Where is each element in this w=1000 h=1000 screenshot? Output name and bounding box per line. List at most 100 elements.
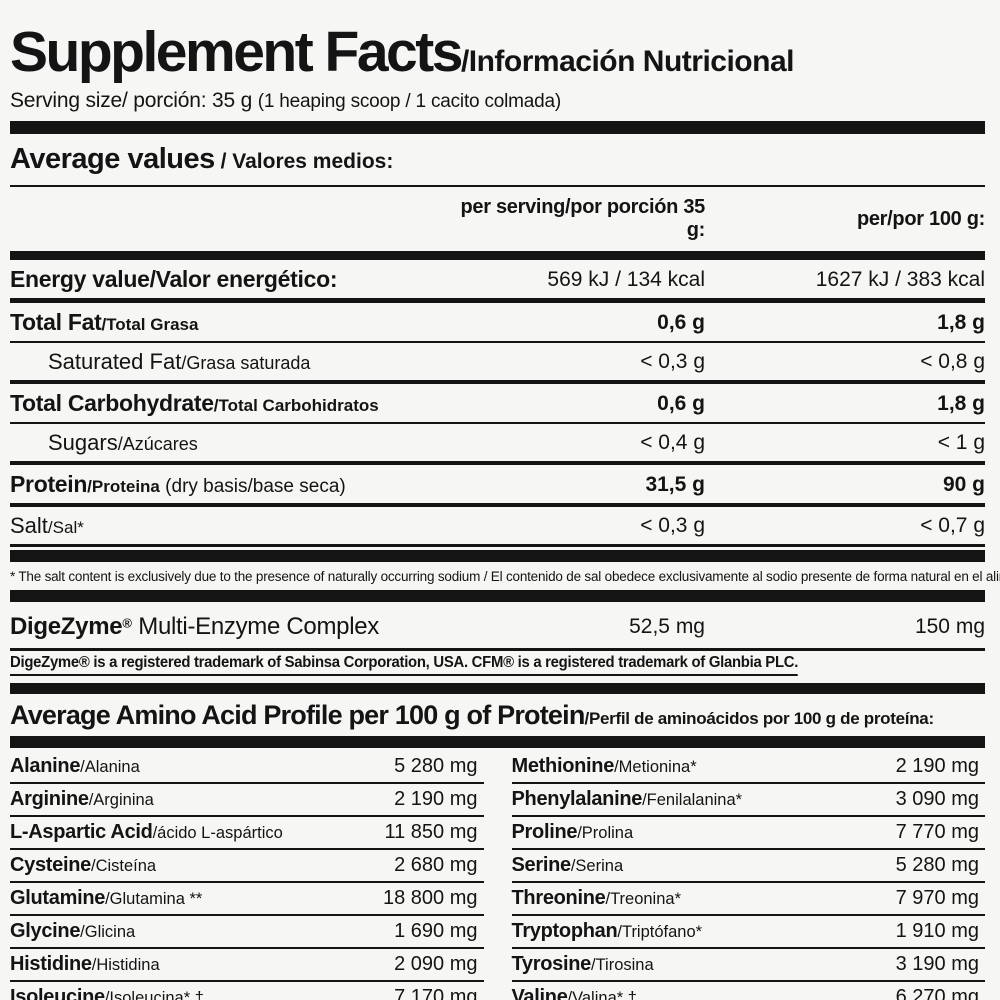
amino-name-es: /Cisteína xyxy=(90,857,157,875)
section-divider-bar xyxy=(10,251,985,260)
average-values-separator: / xyxy=(214,150,233,173)
salt-footnote: * The salt content is exclusively due to… xyxy=(10,569,1000,584)
amino-value: 18 800 mg xyxy=(382,887,478,909)
amino-name-es: /Serina xyxy=(570,857,624,875)
amino-name-es: /Tirosina xyxy=(590,956,654,974)
table-row-digezyme: DigeZyme® Multi-Enzyme Complex 52,5 mg 1… xyxy=(10,605,985,651)
registered-trademark-symbol: ® xyxy=(122,615,132,631)
digezyme-complex-label: Multi-Enzyme Complex xyxy=(131,613,380,640)
amino-name-es: /Alanina xyxy=(80,758,140,776)
amino-name-en: Cysteine xyxy=(10,854,91,876)
amino-value: 6 270 mg xyxy=(895,986,979,1000)
row-label-es: /Proteina xyxy=(87,477,160,496)
row-label-es: /Total Carbohidratos xyxy=(213,396,379,415)
column-header-per-100g: per/por 100 g: xyxy=(856,207,985,230)
value-per-100g: 1,8 g xyxy=(937,391,985,415)
amino-name-en: Methionine xyxy=(511,755,615,777)
row-label-es: /Valor energético: xyxy=(149,266,338,292)
value-per-serving: 52,5 mg xyxy=(629,615,705,638)
amino-name-es: /Triptófano* xyxy=(617,923,703,941)
amino-name-es: /Glutamina ** xyxy=(105,890,203,908)
value-per-100g: 1627 kJ / 383 kcal xyxy=(815,267,985,291)
amino-row-serine: Serine/Serina 5 280 mg xyxy=(511,850,985,883)
serving-size-line: Serving size/ porción: 35 g (1 heaping s… xyxy=(10,89,985,113)
average-values-spanish: Valores medios: xyxy=(232,150,394,173)
amino-row-phenylalanine: Phenylalanine/Fenilalanina* 3 090 mg xyxy=(511,784,985,817)
amino-name-en: Threonine xyxy=(511,887,606,909)
amino-row-valine: Valine/Valina* † 6 270 mg xyxy=(512,982,986,1000)
amino-column-right: Methionine/Metionina* 2 190 mg Phenylalan… xyxy=(511,751,986,1000)
amino-value: 2 190 mg xyxy=(394,788,478,810)
amino-name-es: /Fenilalanina* xyxy=(642,791,743,809)
table-row-sugars: Sugars/Azúcares < 0,4 g < 1 g xyxy=(10,424,985,465)
amino-value: 1 910 mg xyxy=(895,920,979,942)
amino-acid-table: Alanine/Alanina 5 280 mg Arginine/Arginin… xyxy=(10,751,985,1000)
digezyme-name: DigeZyme xyxy=(10,613,123,640)
row-label-en: Saturated Fat xyxy=(48,349,182,374)
amino-row-histidine: Histidine/Histidina 2 090 mg xyxy=(10,949,484,982)
amino-row-alanine: Alanine/Alanina 5 280 mg xyxy=(10,751,484,784)
section-divider-bar xyxy=(10,121,985,134)
value-per-100g: 150 mg xyxy=(914,615,985,638)
row-label-en: Sugars xyxy=(48,430,118,455)
amino-name-en: Arginine xyxy=(10,788,89,810)
trademark-notice: DigeZyme® is a registered trademark of S… xyxy=(10,654,798,676)
row-label-es: /Azúcares xyxy=(117,434,198,454)
row-label-note: (dry basis/base seca) xyxy=(159,476,346,497)
amino-row-tryptophan: Tryptophan/Triptófano* 1 910 mg xyxy=(511,916,985,949)
table-row-salt: Salt/Sal* < 0,3 g < 0,7 g xyxy=(10,507,985,547)
row-label-en: Protein xyxy=(10,471,88,497)
amino-name-es: /Glicina xyxy=(80,923,136,941)
value-per-100g: 1,8 g xyxy=(937,310,985,334)
amino-value: 3 090 mg xyxy=(895,788,979,810)
amino-value: 3 190 mg xyxy=(895,953,979,975)
amino-name-es: /ácido L-aspártico xyxy=(152,824,283,842)
amino-name-en: Tryptophan xyxy=(511,920,618,942)
amino-name-en: L-Aspartic Acid xyxy=(10,821,153,843)
average-values-heading: Average values / Valores medios: xyxy=(10,138,985,187)
amino-row-tyrosine: Tyrosine/Tirosina 3 190 mg xyxy=(511,949,985,982)
value-per-serving: 31,5 g xyxy=(645,472,705,496)
value-per-serving: 0,6 g xyxy=(657,310,705,334)
section-divider-bar xyxy=(10,683,985,694)
amino-name-es: /Arginina xyxy=(88,791,154,809)
value-per-100g: 90 g xyxy=(942,472,985,496)
table-row-protein: Protein/Proteina (dry basis/base seca) 3… xyxy=(10,465,985,507)
title-english: Supplement Facts xyxy=(10,20,463,84)
row-label-en: Salt xyxy=(10,513,48,538)
amino-name-es: /Isoleucina* † xyxy=(104,989,204,1000)
amino-value: 2 090 mg xyxy=(394,953,478,975)
title-spanish: /Información Nutricional xyxy=(460,45,795,78)
value-per-serving: < 0,3 g xyxy=(640,514,705,537)
row-label-es: /Sal* xyxy=(47,518,84,537)
amino-heading-spanish: /Perfil de aminoácidos por 100 g de prot… xyxy=(584,709,935,728)
amino-row-glycine: Glycine/Glicina 1 690 mg xyxy=(10,916,484,949)
table-row-saturated-fat: Saturated Fat/Grasa saturada < 0,3 g < 0… xyxy=(10,343,985,384)
value-per-serving: 0,6 g xyxy=(657,391,705,415)
amino-name-en: Histidine xyxy=(10,953,92,975)
row-label-es: /Total Grasa xyxy=(101,315,199,334)
amino-row-glutamine: Glutamine/Glutamina ** 18 800 mg xyxy=(10,883,484,916)
table-row-energy: Energy value/Valor energético: 569 kJ / … xyxy=(10,260,985,303)
row-label-en: Total Carbohydrate xyxy=(10,390,214,416)
value-per-serving: < 0,3 g xyxy=(640,350,705,373)
label-title: Supplement Facts/Información Nutricional xyxy=(10,24,985,81)
average-values-english: Average values xyxy=(10,143,215,175)
amino-row-l-aspartic-acid: L-Aspartic Acid/ácido L-aspártico 11 850 … xyxy=(10,817,484,850)
value-per-serving: < 0,4 g xyxy=(640,431,705,454)
amino-name-es: /Metionina* xyxy=(614,758,697,776)
section-divider-bar xyxy=(10,550,985,562)
row-label-es: /Grasa saturada xyxy=(181,353,311,373)
amino-row-proline: Proline/Prolina 7 770 mg xyxy=(511,817,985,850)
amino-name-en: Tyrosine xyxy=(511,953,592,975)
amino-name-en: Glycine xyxy=(10,920,81,942)
amino-row-arginine: Arginine/Arginina 2 190 mg xyxy=(10,784,484,817)
row-label-en: Energy value xyxy=(10,266,150,292)
amino-row-isoleucine: Isoleucine/Isoleucina* † 7 170 mg xyxy=(10,982,484,1000)
amino-name-es: /Prolina xyxy=(577,824,634,842)
amino-row-threonine: Threonine/Treonina* 7 970 mg xyxy=(511,883,985,916)
amino-value: 7 770 mg xyxy=(895,821,979,843)
table-row-total-fat: Total Fat/Total Grasa 0,6 g 1,8 g xyxy=(10,303,985,343)
table-row-total-carbohydrate: Total Carbohydrate/Total Carbohidratos 0… xyxy=(10,384,985,424)
